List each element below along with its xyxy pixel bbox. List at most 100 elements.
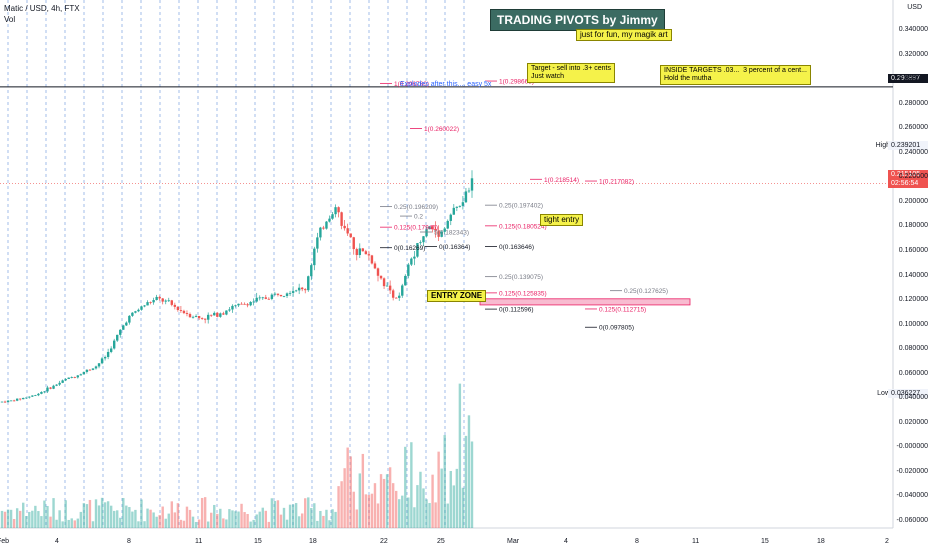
volume-bar [234, 511, 237, 528]
candle-body [307, 276, 310, 291]
pivot-level-label: 0(0.112596) [499, 307, 534, 314]
candle-body [82, 371, 86, 375]
currency-label: USD [907, 4, 922, 11]
volume-bar [349, 456, 352, 528]
volume-bar [422, 488, 425, 528]
candle-body [76, 375, 80, 378]
volume-bar [164, 518, 167, 528]
candle-body [446, 220, 449, 229]
candle-body [437, 230, 440, 237]
candle-body [28, 396, 31, 398]
candle-body [243, 303, 246, 305]
pivot-level-label: 5(0.182343) [434, 230, 469, 237]
volume-bar [352, 491, 355, 528]
candle-body [64, 378, 67, 381]
candle-body [373, 263, 377, 269]
candle-body [179, 310, 183, 311]
volume-bar [46, 505, 49, 528]
y-tick-label: 0.300000 [898, 75, 928, 83]
candle-body [264, 297, 268, 299]
candle-body [128, 315, 131, 323]
candle-body [213, 312, 216, 316]
volume-bar [76, 518, 80, 528]
volume-bar [52, 498, 55, 528]
candle-body [125, 322, 128, 326]
candle-body [231, 305, 234, 310]
candle-body [443, 228, 446, 232]
volume-bar [264, 510, 268, 528]
candle-body [164, 300, 167, 302]
candle-body [382, 278, 386, 287]
x-tick-label: Feb [0, 538, 10, 545]
candle-body [79, 374, 83, 376]
candle-body [34, 395, 37, 397]
volume-bar [343, 468, 346, 528]
y-tick-label: -0.000000 [896, 443, 928, 451]
volume-bar [294, 503, 298, 528]
volume-bar [79, 511, 83, 528]
candle-body [67, 377, 70, 379]
candle-body [313, 248, 316, 266]
candle-body [219, 313, 222, 317]
x-tick-label: 8 [127, 538, 131, 545]
volume-bar [237, 511, 240, 528]
volume-bar [334, 511, 337, 528]
volume-bar [134, 509, 137, 528]
candle-body [182, 310, 186, 314]
symbol-title[interactable]: Matic / USD, 4h, FTX [4, 4, 80, 13]
candle-body [109, 348, 113, 352]
volume-bar [43, 500, 46, 528]
candle-body [294, 290, 298, 292]
candle-body [419, 242, 422, 244]
candle-body [434, 228, 437, 231]
volume-bar [307, 497, 310, 528]
candle-body [3, 401, 7, 403]
volume-bar [261, 507, 264, 528]
candle-body [346, 228, 349, 234]
volume-bar [34, 505, 37, 528]
volume-bar [300, 513, 304, 528]
volume-bar [328, 520, 331, 528]
volume-bar [419, 471, 422, 528]
x-tick-label: 18 [817, 538, 825, 545]
candle-body [22, 397, 25, 400]
volume-bar [58, 510, 61, 528]
volume-bar [316, 520, 319, 528]
volume-bar [173, 512, 177, 528]
candle-body [425, 229, 428, 237]
candle-body [15, 398, 19, 401]
candle-body [122, 325, 125, 330]
entry-zone-note: ENTRY ZONE [427, 290, 487, 302]
volume-bar [279, 514, 283, 528]
volume-bar [449, 470, 452, 528]
candle-body [112, 340, 116, 349]
volume-bar [119, 517, 122, 528]
volume-bar [367, 494, 371, 528]
candle-body [131, 312, 134, 316]
volume-bar [437, 451, 440, 528]
volume-bar [376, 503, 380, 528]
volume-bar [225, 519, 228, 528]
volume-bar [425, 499, 428, 528]
volume-bar [88, 499, 92, 528]
pivot-level-label: 0.25(0.127625) [624, 288, 668, 295]
candle-body [297, 287, 301, 291]
volume-indicator-label[interactable]: Vol [4, 15, 16, 24]
volume-bar [373, 483, 377, 528]
candle-body [413, 256, 416, 259]
volume-bar [452, 485, 456, 528]
candle-body [343, 225, 346, 229]
volume-bar [122, 498, 125, 528]
volume-bar [94, 499, 98, 528]
y-tick-label: -0.020000 [896, 467, 928, 475]
candle-body [361, 248, 365, 252]
y-tick-label: 0.040000 [898, 394, 928, 402]
x-tick-label: 11 [195, 538, 203, 545]
pivot-level-label: 0(0.163646) [499, 244, 534, 251]
volume-bar [267, 521, 271, 528]
volume-bar [276, 500, 280, 528]
volume-bar [73, 520, 76, 528]
volume-bar [203, 497, 207, 528]
volume-bar [282, 507, 286, 528]
